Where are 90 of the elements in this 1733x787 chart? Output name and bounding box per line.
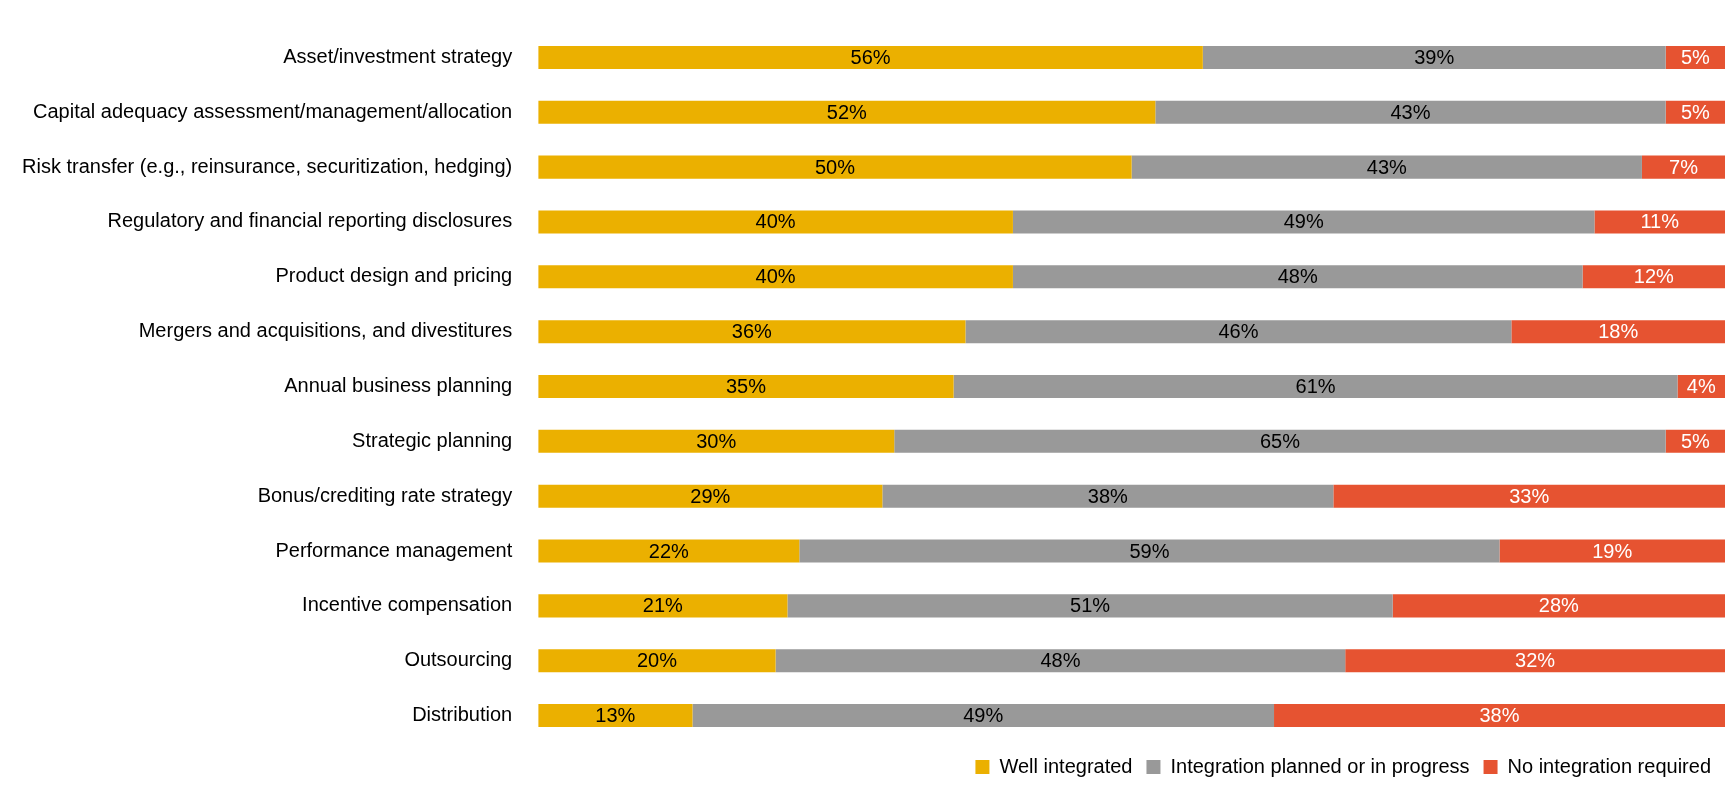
legend-label: No integration required <box>1507 754 1712 777</box>
bar <box>538 100 1156 124</box>
bar <box>882 484 1334 508</box>
data-label: 51% <box>1070 594 1111 617</box>
bar <box>538 539 800 563</box>
bar <box>1155 100 1666 124</box>
data-label: 33% <box>1509 484 1550 507</box>
bar <box>538 265 1013 289</box>
bar <box>1345 649 1725 673</box>
data-label: 36% <box>731 320 773 343</box>
data-label: 30% <box>696 429 737 452</box>
bar <box>538 45 1203 69</box>
bar <box>1392 594 1725 618</box>
bar <box>1511 320 1725 344</box>
bar <box>538 320 966 344</box>
bar <box>538 210 1013 234</box>
legend-label: Integration planned or in progress <box>1170 754 1470 777</box>
bar <box>787 594 1393 618</box>
bar <box>953 374 1678 399</box>
data-label: 38% <box>1479 704 1520 727</box>
bar <box>538 484 883 508</box>
data-label: 5% <box>1680 45 1710 68</box>
bar <box>1131 155 1642 179</box>
bar <box>799 539 1500 563</box>
bar <box>538 429 895 453</box>
data-label: 18% <box>1598 320 1639 343</box>
data-label: 43% <box>1390 100 1431 123</box>
bar <box>538 704 693 728</box>
bar <box>965 320 1512 344</box>
bar <box>1333 484 1725 508</box>
data-label: 5% <box>1680 429 1710 452</box>
data-label: 19% <box>1592 539 1633 562</box>
data-label: 11% <box>1640 210 1680 233</box>
data-label: 48% <box>1040 649 1081 672</box>
data-label: 13% <box>595 704 636 727</box>
data-label: 12% <box>1633 265 1675 288</box>
bar <box>538 374 954 399</box>
bar <box>692 704 1275 728</box>
y-tick-label: Annual business planning <box>284 374 513 397</box>
data-label: 20% <box>636 649 678 672</box>
legend-label: Well integrated <box>999 754 1133 777</box>
data-label: 56% <box>850 45 891 68</box>
bar <box>1582 265 1725 289</box>
data-label: 40% <box>755 210 796 233</box>
data-label: 28% <box>1538 594 1580 617</box>
data-label: 49% <box>1283 210 1324 233</box>
y-tick-label: Outsourcing <box>404 648 513 671</box>
y-tick-label: Incentive compensation <box>302 593 513 616</box>
y-tick-label: Performance management <box>275 538 513 561</box>
bar <box>775 649 1346 673</box>
data-label: 7% <box>1669 155 1699 178</box>
data-label: 50% <box>814 155 856 178</box>
data-label: 59% <box>1129 539 1170 562</box>
data-label: 48% <box>1277 265 1318 288</box>
data-label: 40% <box>755 265 796 288</box>
data-label: 61% <box>1295 375 1336 398</box>
data-label: 4% <box>1686 375 1716 398</box>
bar <box>1641 155 1725 179</box>
data-label: 39% <box>1414 45 1455 68</box>
bar <box>1202 45 1666 69</box>
bar <box>1274 704 1725 728</box>
data-label: 52% <box>826 100 868 123</box>
data-label: 5% <box>1680 100 1710 123</box>
data-label: 21% <box>642 594 684 617</box>
bar <box>538 594 788 618</box>
data-label: 46% <box>1218 320 1259 343</box>
y-tick-label: Distribution <box>412 703 513 726</box>
y-tick-label: Asset/investment strategy <box>283 44 513 67</box>
y-tick-label: Mergers and acquisitions, and divestitures <box>138 319 513 342</box>
data-label: 65% <box>1259 429 1301 452</box>
y-tick-label: Bonus/crediting rate strategy <box>257 483 513 506</box>
data-label: 49% <box>963 704 1004 727</box>
bar <box>1499 539 1725 563</box>
y-tick-label: Risk transfer (e.g., reinsurance, securitization, hedging) <box>21 154 513 177</box>
bar <box>1594 210 1725 234</box>
y-tick-label: Product design and pricing <box>275 264 513 287</box>
data-label: 43% <box>1366 155 1407 178</box>
data-label: 35% <box>725 375 767 398</box>
bar <box>1012 210 1595 234</box>
bar <box>1012 265 1583 289</box>
y-tick-label: Capital adequacy assessment/management/allocation <box>33 99 513 122</box>
data-label: 38% <box>1087 484 1129 507</box>
bar <box>894 429 1666 453</box>
y-tick-label: Regulatory and financial reporting disclosures <box>107 209 513 232</box>
data-label: 22% <box>648 539 689 562</box>
data-label: 32% <box>1515 649 1556 672</box>
bar <box>538 155 1132 179</box>
y-tick-label: Strategic planning <box>352 428 513 451</box>
data-label: 29% <box>690 484 731 507</box>
bar <box>538 649 776 673</box>
